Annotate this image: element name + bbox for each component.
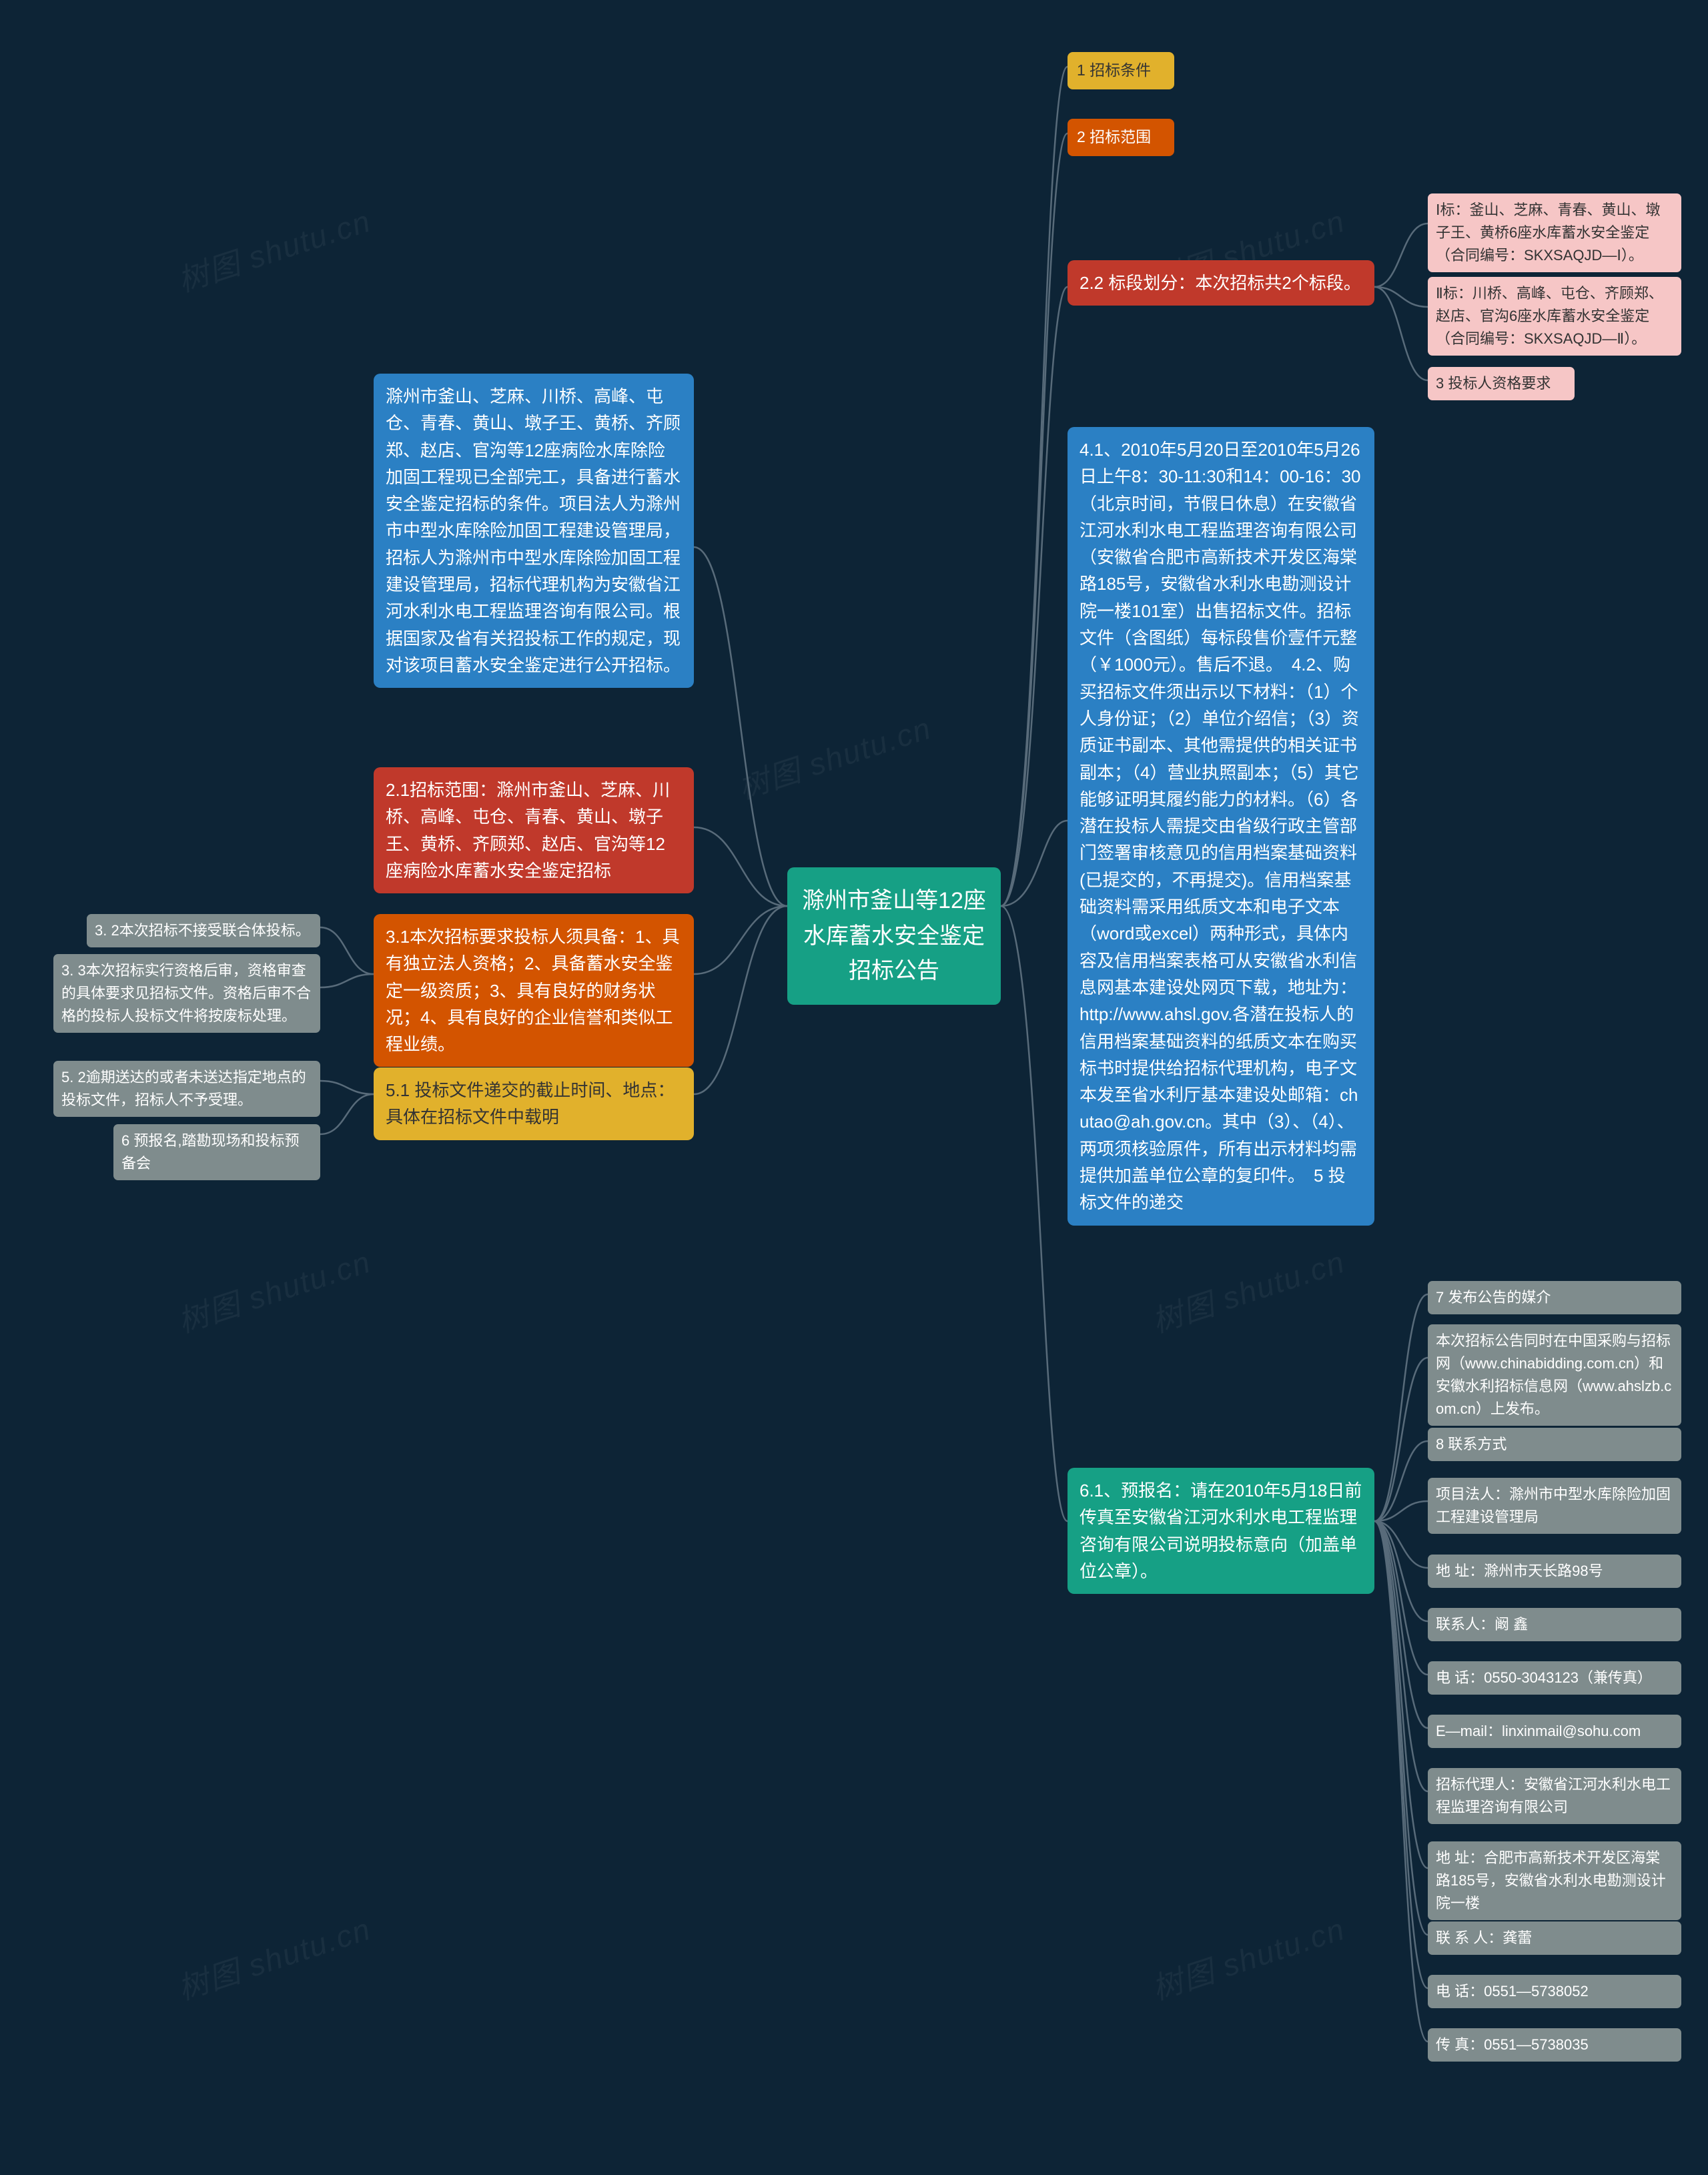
grey-media-body[interactable]: 本次招标公告同时在中国采购与招标网（www.chinabidding.com.c… [1428, 1324, 1681, 1426]
left-sub-no-consortium[interactable]: 3. 2本次招标不接受联合体投标。 [87, 914, 320, 947]
grey-email[interactable]: E—mail：linxinmail@sohu.com [1428, 1715, 1681, 1748]
watermark: 树图 shutu.cn [171, 1238, 376, 1342]
center-node[interactable]: 滁州市釜山等12座水库蓄水安全鉴定招标公告 [787, 867, 1001, 1005]
grey-media-head[interactable]: 7 发布公告的媒介 [1428, 1281, 1681, 1314]
right-node-conditions[interactable]: 1 招标条件 [1068, 52, 1174, 89]
grey-fax[interactable]: 传 真：0551—5738035 [1428, 2028, 1681, 2062]
watermark: 树图 shutu.cn [171, 1905, 376, 2009]
watermark: 树图 shutu.cn [732, 704, 936, 808]
mindmap-canvas: 树图 shutu.cn 树图 shutu.cn 树图 shutu.cn 树图 s… [0, 0, 1708, 2175]
grey-contact-head[interactable]: 8 联系方式 [1428, 1428, 1681, 1461]
grey-phone-1[interactable]: 电 话：0550-3043123（兼传真） [1428, 1661, 1681, 1695]
watermark: 树图 shutu.cn [1146, 1905, 1350, 2009]
left-node-qualification[interactable]: 3.1本次招标要求投标人须具备：1、具有独立法人资格；2、具备蓄水安全鉴定一级资… [374, 914, 694, 1067]
grey-agent[interactable]: 招标代理人：安徽省江河水利水电工程监理咨询有限公司 [1428, 1768, 1681, 1824]
grey-contact-person-2[interactable]: 联 系 人：龚蕾 [1428, 1921, 1681, 1955]
grey-address-1[interactable]: 地 址：滁州市天长路98号 [1428, 1555, 1681, 1588]
watermark: 树图 shutu.cn [171, 197, 376, 301]
right-node-lots[interactable]: 2.2 标段划分：本次招标共2个标段。 [1068, 260, 1374, 306]
grey-project-owner[interactable]: 项目法人：滁州市中型水库除险加固工程建设管理局 [1428, 1478, 1681, 1534]
grey-address-2[interactable]: 地 址：合肥市高新技术开发区海棠路185号，安徽省水利水电勘测设计院一楼 [1428, 1841, 1681, 1920]
left-sub-post-qualification[interactable]: 3. 3本次招标实行资格后审，资格审查的具体要求见招标文件。资格后审不合格的投标… [53, 954, 320, 1033]
left-node-intro[interactable]: 滁州市釜山、芝麻、川桥、高峰、屯仓、青春、黄山、墩子王、黄桥、齐顾郑、赵店、官沟… [374, 374, 694, 688]
right-node-prereg[interactable]: 6.1、预报名：请在2010年5月18日前传真至安徽省江河水利水电工程监理咨询有… [1068, 1468, 1374, 1594]
right-sub-lot-2[interactable]: Ⅱ标：川桥、高峰、屯仓、齐顾郑、赵店、官沟6座水库蓄水安全鉴定（合同编号：SKX… [1428, 277, 1681, 356]
left-sub-late-submission[interactable]: 5. 2逾期送达的或者未送达指定地点的投标文件，招标人不予受理。 [53, 1061, 320, 1117]
left-node-scope[interactable]: 2.1招标范围：滁州市釜山、芝麻、川桥、高峰、屯仓、青春、黄山、墩子王、黄桥、齐… [374, 767, 694, 893]
right-sub-qualification-req[interactable]: 3 投标人资格要求 [1428, 367, 1575, 400]
right-sub-lot-1[interactable]: Ⅰ标：釜山、芝麻、青春、黄山、墩子王、黄桥6座水库蓄水安全鉴定（合同编号：SKX… [1428, 193, 1681, 272]
left-sub-prereg[interactable]: 6 预报名,踏勘现场和投标预备会 [113, 1124, 320, 1180]
watermark: 树图 shutu.cn [1146, 1238, 1350, 1342]
grey-phone-2[interactable]: 电 话：0551—5738052 [1428, 1975, 1681, 2008]
grey-contact-person-1[interactable]: 联系人：阚 鑫 [1428, 1608, 1681, 1641]
left-node-deadline[interactable]: 5.1 投标文件递交的截止时间、地点：具体在招标文件中载明 [374, 1067, 694, 1140]
right-node-purchase-docs[interactable]: 4.1、2010年5月20日至2010年5月26日上午8：30-11:30和14… [1068, 427, 1374, 1226]
right-node-scope-head[interactable]: 2 招标范围 [1068, 119, 1174, 156]
